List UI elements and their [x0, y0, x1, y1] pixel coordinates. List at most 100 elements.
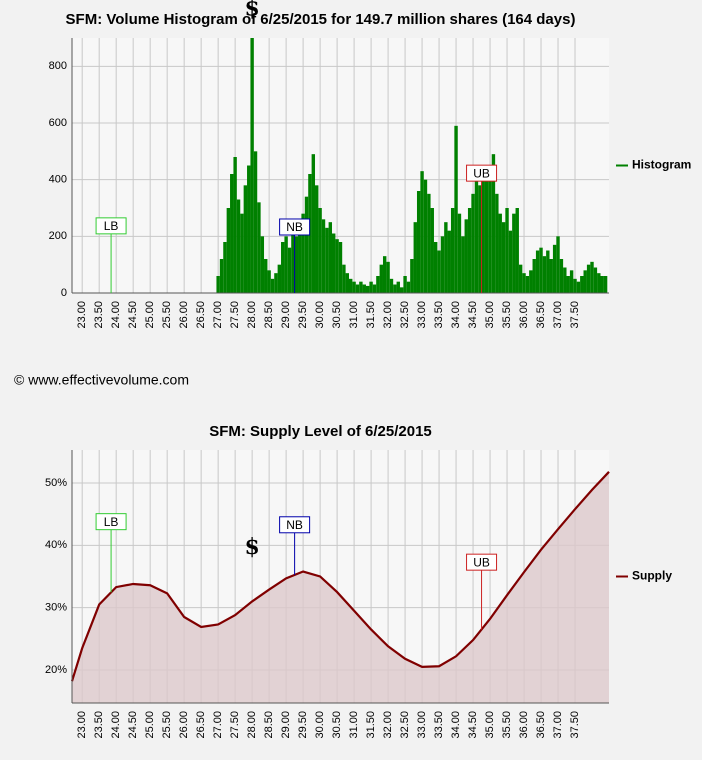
dollar-marker: $ [244, 534, 259, 560]
histogram-bar [518, 264, 523, 293]
histogram-bar [481, 174, 485, 293]
x-tick-label: 37.50 [569, 711, 581, 739]
histogram-bar [478, 185, 482, 293]
x-tick-label: 24.50 [127, 711, 139, 739]
x-tick-label: 23.00 [76, 711, 88, 739]
annotation-label: NB [286, 220, 303, 234]
x-tick-label: 29.00 [280, 301, 292, 329]
annotation-label: LB [104, 515, 119, 529]
x-tick-label: 30.50 [331, 301, 343, 329]
x-tick-label: 34.00 [450, 301, 462, 329]
x-tick-label: 27.50 [229, 711, 241, 739]
histogram-bar [573, 278, 577, 293]
histogram-bar [393, 284, 397, 293]
x-tick-label: 24.00 [110, 301, 122, 329]
x-tick-label: 36.50 [535, 301, 547, 329]
histogram-bar [447, 230, 451, 293]
histogram-bar [365, 285, 370, 293]
x-tick-label: 37.00 [552, 711, 564, 739]
x-tick-label: 27.00 [212, 711, 224, 739]
x-tick-label: 34.50 [467, 711, 479, 739]
y-tick-label: 800 [49, 60, 67, 72]
histogram-bar [332, 233, 336, 293]
annotation-box [279, 516, 311, 534]
histogram-bar [253, 151, 258, 293]
histogram-bar [219, 259, 224, 293]
histogram-bar [250, 38, 254, 293]
y-tick-label: 600 [49, 117, 67, 129]
x-tick-label: 27.50 [229, 301, 241, 329]
legend-label: Histogram [632, 158, 691, 172]
x-tick-label: 33.00 [416, 711, 428, 739]
histogram-bar [335, 239, 339, 293]
histogram-bar [379, 264, 383, 293]
histogram-bar [420, 171, 424, 293]
histogram-bar [529, 270, 533, 293]
histogram-bar [549, 259, 553, 293]
annotation-label: UB [473, 166, 490, 180]
x-tick-label: 35.50 [501, 301, 513, 329]
histogram-bar [423, 179, 428, 293]
x-tick-label: 28.00 [246, 711, 258, 739]
histogram-bar [223, 242, 227, 293]
x-tick-label: 24.00 [110, 711, 122, 739]
x-tick-label: 31.00 [348, 301, 360, 329]
histogram-bar [461, 236, 465, 293]
histogram-bar [260, 236, 265, 293]
histogram-bar [552, 244, 557, 293]
histogram-bar [294, 236, 299, 293]
x-tick-label: 26.00 [178, 711, 190, 739]
histogram-bar [230, 174, 234, 293]
x-tick-label: 30.00 [314, 711, 326, 739]
x-tick-label: 26.50 [195, 301, 207, 329]
x-tick-label: 23.50 [93, 301, 105, 329]
histogram-bar [437, 250, 441, 293]
histogram-bar [501, 222, 506, 293]
copyright: © www.effectivevolume.com [14, 372, 189, 388]
histogram-bar [304, 196, 309, 293]
x-tick-label: 37.50 [569, 301, 581, 329]
x-tick-label: 23.00 [76, 301, 88, 329]
histogram-bar [597, 273, 601, 293]
x-tick-label: 27.00 [212, 301, 224, 329]
y-tick-label: 50% [45, 477, 67, 489]
x-tick-label: 35.00 [484, 301, 496, 329]
histogram-bar [243, 185, 248, 293]
histogram-bar [427, 193, 431, 293]
histogram-bar [257, 202, 261, 293]
histogram-bar [444, 222, 448, 293]
histogram-bar [287, 247, 292, 293]
x-tick-label: 29.00 [280, 711, 292, 739]
x-tick-label: 32.00 [382, 711, 394, 739]
x-tick-label: 25.00 [144, 711, 156, 739]
histogram-bar [355, 284, 360, 293]
x-tick-label: 33.50 [433, 711, 445, 739]
x-tick-label: 36.00 [518, 711, 530, 739]
histogram-bar [556, 236, 560, 293]
y-tick-label: 20% [45, 664, 67, 676]
supply-line [70, 471, 610, 682]
x-tick-label: 25.50 [161, 301, 173, 329]
x-tick-label: 29.50 [297, 301, 309, 329]
histogram-bar [416, 191, 421, 293]
histogram-bar [457, 213, 462, 293]
x-tick-label: 32.50 [399, 711, 411, 739]
histogram-bar [406, 281, 411, 293]
x-tick-label: 35.50 [501, 711, 513, 739]
chart-title: SFM: Supply Level of 6/25/2015 [209, 423, 432, 440]
histogram-bar [403, 276, 407, 293]
histogram-bar [495, 193, 499, 293]
histogram-bar [559, 259, 564, 293]
x-tick-label: 25.50 [161, 711, 173, 739]
x-tick-label: 23.50 [93, 711, 105, 739]
x-tick-label: 31.00 [348, 711, 360, 739]
x-tick-label: 34.00 [450, 711, 462, 739]
y-tick-label: 200 [49, 230, 67, 242]
x-tick-label: 28.00 [246, 301, 258, 329]
x-tick-label: 31.50 [365, 301, 377, 329]
histogram-bar [580, 276, 584, 293]
histogram-bar [376, 276, 380, 293]
histogram-bar [413, 222, 417, 293]
annotation-label: LB [104, 219, 119, 233]
histogram-bar [342, 264, 346, 293]
